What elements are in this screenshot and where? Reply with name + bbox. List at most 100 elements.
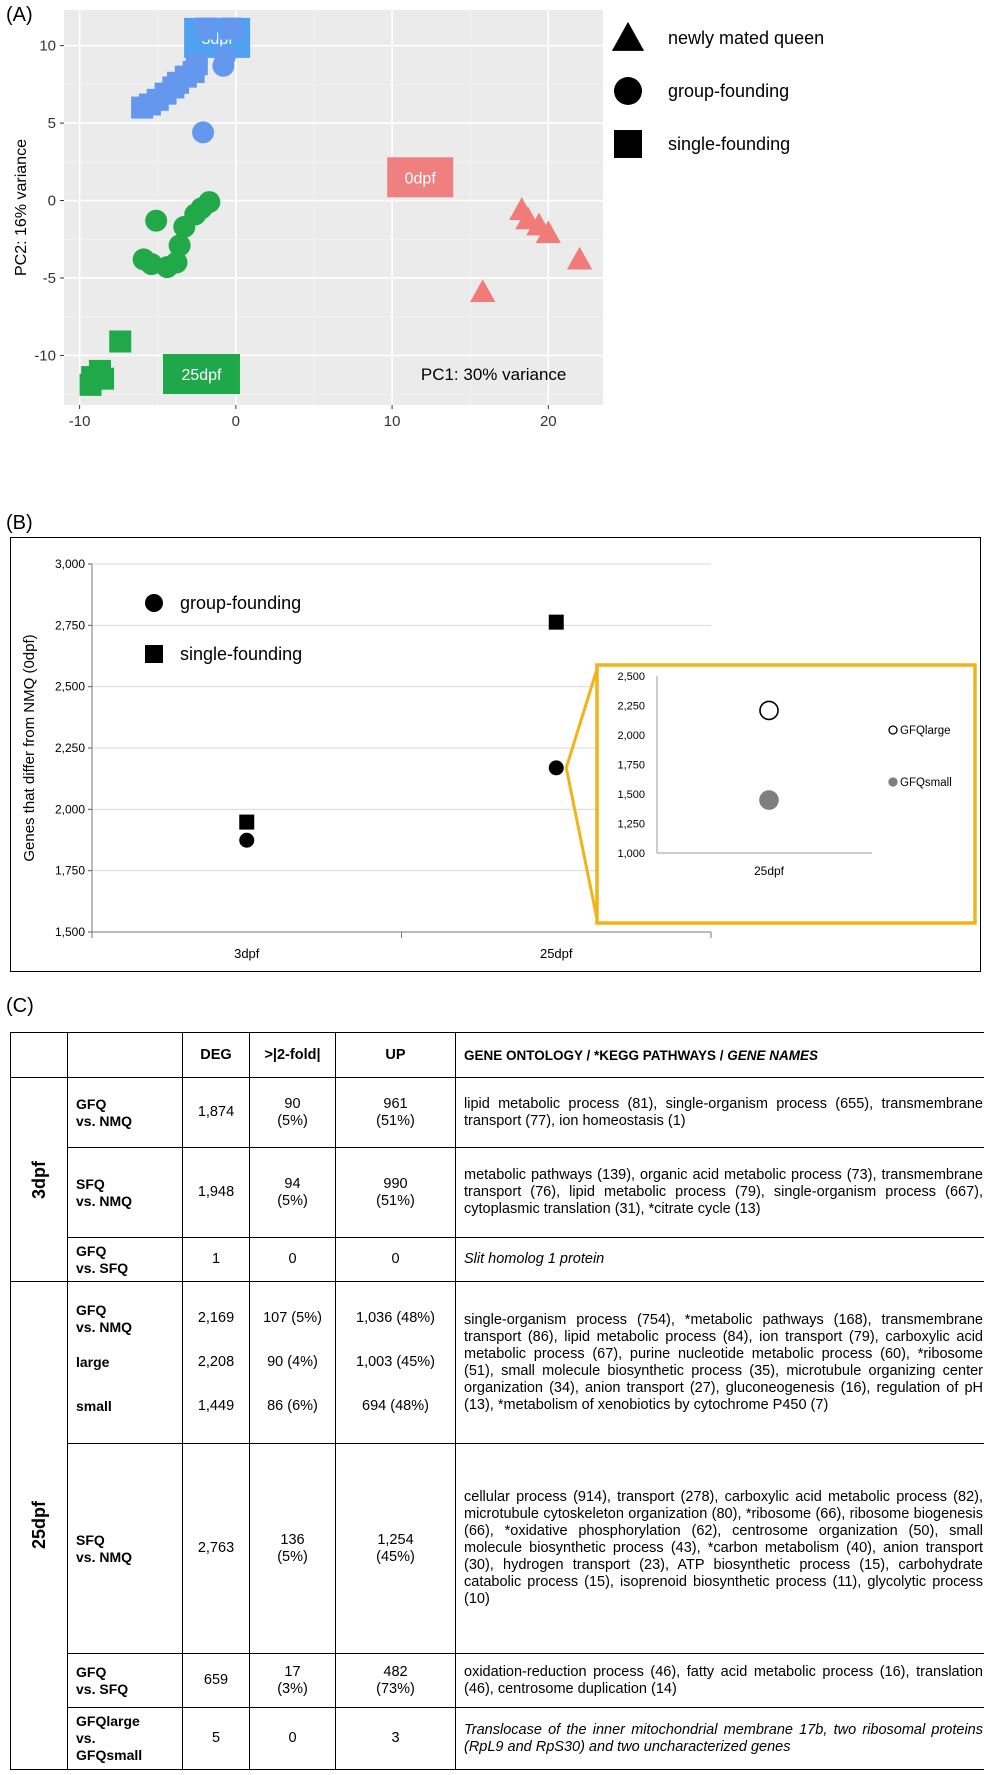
y-tick-label: 3,000 (55, 557, 85, 571)
data-point (535, 220, 561, 244)
table-header-row: DEG >|2-fold| UP GENE ONTOLOGY / *KEGG P… (10, 1032, 984, 1078)
deg-cell: 659 (182, 1653, 250, 1708)
legend-symbol (614, 130, 642, 158)
x-axis-label: PC1: 30% variance (421, 365, 567, 384)
inset-y-tick-label: 2,500 (617, 671, 645, 683)
fold-cell: 0 (249, 1707, 336, 1770)
x-tick-label: 3dpf (234, 946, 260, 961)
fold-cell: 0 (249, 1237, 336, 1282)
legend-symbol (145, 645, 163, 663)
table-row: 3dpf GFQ vs. NMQ 1,874 90 (5%) 961 (51%) li… (10, 1077, 984, 1282)
panel-c-label: (C) (6, 995, 34, 1017)
table-row: SFQ vs. NMQ 2,763 136 (5%) 1,254 (45%) cell… (11, 1443, 984, 1654)
inset-data-point (759, 700, 779, 721)
deg-cell: 2,763 (182, 1443, 250, 1654)
header-2fold: >|2-fold| (249, 1032, 336, 1078)
pca-scatter-chart: -10 0 10 20 10 5 0 -5 -10 PC2: 16% variance PC1: 3… (13, 10, 824, 430)
y-tick-label: 0 (48, 193, 56, 210)
plot-background (64, 10, 603, 405)
comparison-cell: GFQlarge vs. GFQsmall (67, 1707, 183, 1770)
comparison-cell: GFQ vs. NMQ large small (67, 1281, 183, 1444)
inset-y-tick-label: 1,750 (617, 760, 645, 772)
deg-cell: 5 (182, 1707, 250, 1770)
group-label-box (387, 157, 454, 198)
panel-a-label: (A) (6, 4, 33, 26)
data-point (173, 215, 196, 238)
inset-legend-symbol (888, 777, 898, 787)
legend-label: group-founding (668, 81, 789, 101)
data-point (548, 614, 564, 630)
legend-symbol (611, 21, 645, 51)
data-point (212, 54, 235, 77)
data-point (168, 234, 191, 257)
y-tick-label: 2,250 (55, 741, 85, 755)
inset-y-tick-label: 1,250 (617, 819, 645, 831)
deg-cell: 2,169 2,208 1,449 (182, 1281, 250, 1444)
legend-symbol (614, 77, 642, 105)
ontology-cell: single-organism process (754), *metaboli… (455, 1281, 984, 1444)
up-cell: 0 (335, 1237, 456, 1282)
table-row: GFQlarge vs. GFQsmall 5 0 3 Translocase of… (11, 1707, 984, 1770)
fold-cell: 90 (5%) (249, 1077, 336, 1148)
y-axis-label: Genes that differ from NMQ (0dpf) (21, 634, 38, 861)
y-tick-label: -5 (43, 270, 56, 287)
inset-y-tick-label: 2,250 (617, 701, 645, 713)
data-point (566, 246, 593, 270)
data-point (239, 832, 255, 848)
deg-summary-table: DEG >|2-fold| UP GENE ONTOLOGY / *KEGG P… (10, 1032, 984, 1770)
data-point (92, 367, 115, 390)
header-up: UP (335, 1032, 456, 1078)
comparison-cell: GFQ vs. SFQ (67, 1653, 183, 1708)
data-point (220, 17, 243, 40)
up-cell: 3 (335, 1707, 456, 1770)
comparison-cell: GFQ vs. SFQ (67, 1237, 183, 1282)
inset-connector (564, 668, 599, 920)
legend-label: newly mated queen (668, 28, 824, 48)
table-row: GFQ vs. SFQ 1 0 0 Slit homolog 1 protein (11, 1237, 984, 1282)
y-tick-label: -10 (34, 347, 56, 364)
data-point (195, 17, 218, 40)
x-tick-label: 25dpf (540, 946, 573, 961)
up-cell: 482 (73%) (335, 1653, 456, 1708)
y-tick-label: 2,750 (55, 618, 85, 632)
header-deg: DEG (182, 1032, 250, 1078)
group-label: 25dpf (181, 367, 222, 384)
deg-cell: 1,948 (182, 1147, 250, 1238)
up-cell: 1,036 (48%) 1,003 (45%) 694 (48%) (335, 1281, 456, 1444)
fold-cell: 94 (5%) (249, 1147, 336, 1238)
legend-label: group-founding (180, 593, 301, 613)
ontology-cell: cellular process (914), transport (278),… (455, 1443, 984, 1654)
table-row: 25dpf GFQ vs. NMQ large small 2,169 2,208 1… (10, 1281, 984, 1770)
data-point (185, 53, 208, 76)
inset-legend-label: GFQsmall (900, 777, 952, 789)
data-point (548, 760, 564, 776)
table-row: GFQ vs. SFQ 659 17 (3%) 482 (73%) oxidation… (11, 1653, 984, 1708)
data-point (156, 256, 179, 279)
group-label: 0dpf (405, 170, 437, 187)
legend-label: single-founding (668, 134, 790, 154)
comparison-cell: SFQ vs. NMQ (67, 1443, 183, 1654)
panel-b-frame (10, 537, 981, 972)
y-tick-label: 1,500 (55, 925, 85, 939)
inset-frame (595, 663, 977, 925)
deg-cell: 1 (182, 1237, 250, 1282)
x-tick-label: 20 (540, 413, 557, 430)
y-tick-label: 2,000 (55, 802, 85, 816)
x-tick-label: 10 (384, 413, 401, 430)
deg-cell: 1,874 (182, 1077, 250, 1148)
deg-count-chart: 1,500 1,750 2,000 2,250 2,500 2,750 3,000 3dpf 2… (10, 537, 981, 972)
legend-symbol (145, 594, 163, 612)
data-point (145, 209, 168, 232)
y-axis-label: PC2: 16% variance (13, 139, 30, 276)
fold-cell: 17 (3%) (249, 1653, 336, 1708)
up-cell: 990 (51%) (335, 1147, 456, 1238)
inset-data-point (759, 790, 779, 810)
x-tick-label: -10 (69, 413, 91, 430)
up-cell: 1,254 (45%) (335, 1443, 456, 1654)
ontology-cell: lipid metabolic process (81), single-org… (455, 1077, 984, 1148)
y-tick-label: 2,500 (55, 680, 85, 694)
data-point (109, 330, 132, 353)
up-cell: 961 (51%) (335, 1077, 456, 1148)
panel-b-label: (B) (6, 512, 33, 534)
inset-x-tick-label: 25dpf (754, 864, 785, 878)
